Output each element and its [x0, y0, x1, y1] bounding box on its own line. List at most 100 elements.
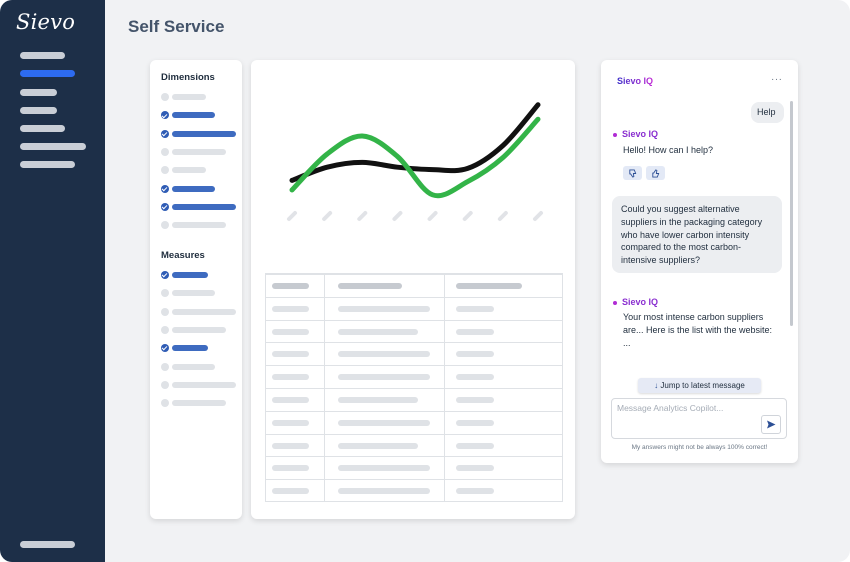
thumbs-up-button[interactable] — [646, 166, 665, 180]
table-cell — [272, 465, 309, 472]
table-row[interactable] — [266, 296, 562, 320]
bot-message-text: Hello! How can I help? — [623, 145, 714, 155]
sidebar-nav-item[interactable] — [20, 125, 65, 132]
table-cell — [456, 351, 494, 358]
table-row[interactable] — [266, 319, 562, 343]
checked-icon[interactable] — [161, 184, 169, 193]
dimension-label-placeholder — [172, 148, 226, 155]
unchecked-icon[interactable] — [161, 221, 169, 230]
measure-label-placeholder — [172, 400, 226, 407]
unchecked-icon[interactable] — [161, 380, 169, 389]
table-row[interactable] — [266, 342, 562, 365]
table-cell — [338, 442, 418, 449]
line-chart — [287, 102, 543, 221]
table-cell — [272, 442, 309, 449]
dimension-label-placeholder — [172, 185, 215, 192]
chat-scrollbar[interactable] — [790, 101, 793, 326]
measure-label-placeholder — [172, 326, 226, 333]
table-cell — [456, 465, 494, 472]
x-axis-tick — [533, 211, 543, 221]
checked-icon[interactable] — [161, 111, 169, 120]
measure-label-placeholder — [172, 345, 208, 352]
table-cell — [338, 351, 430, 358]
send-icon — [767, 420, 776, 429]
x-axis-tick — [287, 211, 297, 221]
table-column-divider — [324, 274, 325, 501]
sidebar-nav-item[interactable] — [20, 143, 86, 150]
dimension-label-placeholder — [172, 203, 236, 210]
checked-icon[interactable] — [161, 344, 169, 353]
chart-series-line-1 — [289, 102, 541, 183]
table-cell — [272, 351, 309, 358]
table-row[interactable] — [266, 433, 562, 457]
unchecked-icon[interactable] — [161, 166, 169, 175]
thumbs-down-button[interactable] — [623, 166, 642, 180]
page-title: Self Service — [128, 17, 225, 36]
sidebar-nav-item[interactable] — [20, 161, 75, 168]
table-row[interactable] — [266, 456, 562, 479]
table-cell — [272, 488, 309, 495]
arrow-down-icon: ↓ — [654, 381, 659, 390]
table-cell — [456, 328, 494, 335]
sievo-logo[interactable]: Sievo — [16, 10, 76, 34]
unchecked-icon[interactable] — [161, 325, 169, 334]
sidebar-footer-item[interactable] — [20, 541, 75, 548]
x-axis-tick — [462, 211, 473, 221]
measure-label-placeholder — [172, 290, 215, 297]
bot-name: Sievo IQ — [613, 129, 658, 139]
bot-name-label: Sievo IQ — [622, 297, 659, 307]
table-header-row — [266, 274, 562, 297]
sidebar: Sievo — [0, 0, 105, 562]
table-cell — [456, 305, 494, 312]
dimension-label-placeholder — [172, 167, 206, 174]
table-row[interactable] — [266, 365, 562, 388]
table-row[interactable] — [266, 479, 562, 502]
jump-to-latest-label: Jump to latest message — [660, 381, 745, 390]
table-cell — [456, 488, 494, 495]
message-input[interactable] — [617, 403, 757, 413]
sidebar-nav-item[interactable] — [20, 107, 57, 114]
jump-to-latest-button[interactable]: ↓ Jump to latest message — [638, 378, 761, 393]
table-cell — [456, 397, 494, 403]
checked-icon[interactable] — [161, 202, 169, 211]
table-row[interactable] — [266, 410, 562, 434]
unchecked-icon[interactable] — [161, 362, 169, 371]
dimension-label-placeholder — [172, 112, 215, 119]
checked-icon[interactable] — [161, 271, 169, 279]
sidebar-nav-item[interactable] — [20, 70, 75, 77]
bot-indicator-icon — [613, 132, 617, 137]
checked-icon[interactable] — [161, 129, 169, 138]
user-message-text: Could you suggest alternative suppliers … — [621, 204, 763, 266]
data-table — [265, 273, 563, 502]
measures-heading: Measures — [161, 250, 205, 261]
dimension-label-placeholder — [172, 222, 226, 229]
chat-title: Sievo IQ — [617, 76, 654, 86]
thumbs-down-icon — [629, 168, 637, 178]
x-axis-tick — [497, 211, 508, 221]
x-axis-tick — [357, 211, 368, 221]
dimension-label-placeholder — [172, 94, 206, 100]
message-input-box — [611, 398, 787, 439]
sidebar-nav-item[interactable] — [20, 89, 57, 96]
table-cell — [272, 397, 309, 403]
table-cell — [338, 305, 430, 312]
table-cell — [338, 374, 430, 381]
table-row[interactable] — [266, 388, 562, 411]
unchecked-icon[interactable] — [161, 147, 169, 156]
chart-series-line-2 — [289, 116, 541, 199]
send-button[interactable] — [761, 415, 781, 434]
user-message-text: Help — [757, 107, 776, 117]
bot-name: Sievo IQ — [613, 297, 658, 307]
measure-label-placeholder — [172, 272, 208, 278]
table-header-cell — [456, 283, 522, 289]
unchecked-icon[interactable] — [161, 307, 169, 316]
disclaimer-text: My answers might not be always 100% corr… — [631, 444, 768, 451]
table-header-cell — [272, 283, 309, 289]
unchecked-icon[interactable] — [161, 93, 169, 101]
more-options-icon[interactable]: ··· — [771, 74, 783, 85]
x-axis-tick — [427, 211, 438, 221]
sidebar-nav-item[interactable] — [20, 52, 65, 59]
unchecked-icon[interactable] — [161, 399, 169, 408]
unchecked-icon[interactable] — [161, 289, 169, 298]
